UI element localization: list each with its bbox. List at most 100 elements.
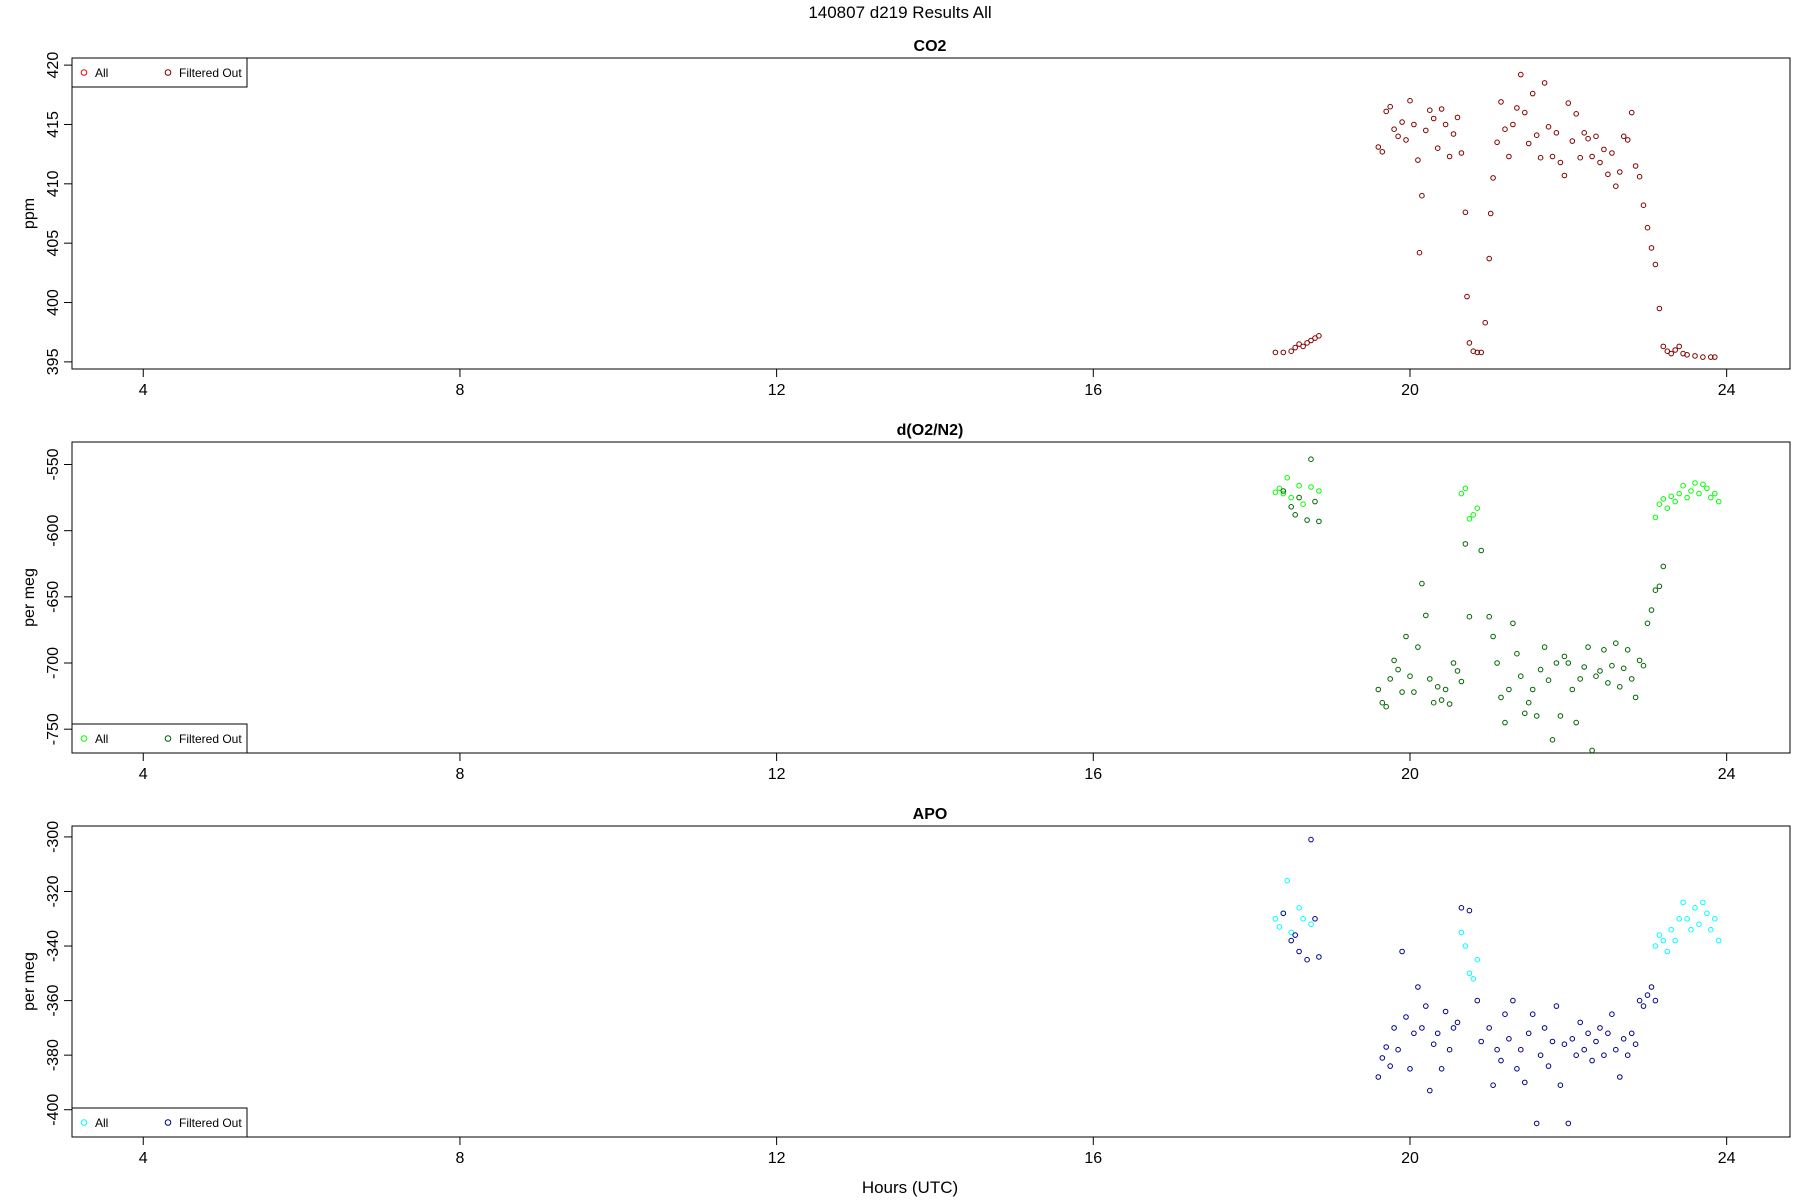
y-tick-label-co2: 400 <box>45 289 62 316</box>
point-filtered-co2 <box>1529 90 1536 97</box>
point-filtered-apo <box>1296 948 1302 955</box>
point-all-do2n2 <box>1284 474 1291 481</box>
point-filtered-do2n2 <box>1308 456 1314 463</box>
point-filtered-co2 <box>1395 133 1401 140</box>
point-filtered-apo <box>1490 1082 1496 1088</box>
point-all-do2n2 <box>1680 482 1686 489</box>
point-filtered-apo <box>1585 1030 1591 1037</box>
legend-do2n2: All Filtered Out <box>71 723 248 754</box>
point-filtered-apo <box>1280 910 1287 917</box>
point-filtered-do2n2 <box>1383 703 1389 710</box>
point-filtered-apo <box>1403 1014 1409 1020</box>
point-filtered-co2 <box>1601 146 1607 153</box>
point-filtered-apo <box>1522 1079 1528 1086</box>
point-filtered-apo <box>1474 997 1481 1004</box>
point-filtered-co2 <box>1490 175 1496 181</box>
point-filtered-co2 <box>1383 108 1389 115</box>
point-filtered-co2 <box>1464 293 1470 300</box>
point-filtered-apo <box>1617 1074 1623 1080</box>
point-all-apo <box>1700 899 1706 906</box>
point-filtered-do2n2 <box>1419 580 1425 587</box>
point-filtered-co2 <box>1474 349 1481 356</box>
point-filtered-co2 <box>1533 132 1540 138</box>
point-filtered-apo <box>1613 1046 1619 1053</box>
x-tick-label-do2n2: 16 <box>1084 766 1102 783</box>
point-filtered-co2 <box>1597 159 1603 166</box>
point-filtered-co2 <box>1676 343 1682 350</box>
point-filtered-co2 <box>1304 340 1310 346</box>
y-tick-label-co2: 420 <box>45 52 62 79</box>
point-filtered-do2n2 <box>1296 494 1302 501</box>
point-filtered-do2n2 <box>1316 518 1322 525</box>
point-filtered-do2n2 <box>1478 547 1484 554</box>
point-filtered-co2 <box>1700 354 1706 360</box>
point-all-do2n2 <box>1276 485 1283 492</box>
point-filtered-do2n2 <box>1553 660 1560 666</box>
x-tick-label-apo: 8 <box>455 1150 464 1167</box>
point-all-apo <box>1660 937 1667 944</box>
point-filtered-co2 <box>1605 171 1611 178</box>
point-filtered-apo <box>1466 907 1473 914</box>
point-all-apo <box>1684 916 1690 922</box>
point-filtered-co2 <box>1288 348 1294 355</box>
panel-do2n2: d(O2/N2) -550 -600 -650 -700 -750 4 8 12 16 20 24… <box>21 422 1791 783</box>
point-filtered-apo <box>1391 1025 1397 1031</box>
point-all-do2n2 <box>1466 516 1473 522</box>
point-all-do2n2 <box>1474 505 1481 512</box>
point-filtered-apo <box>1446 1046 1453 1053</box>
point-filtered-apo <box>1411 1030 1417 1037</box>
point-filtered-do2n2 <box>1498 694 1504 701</box>
points-apo <box>1272 836 1722 1127</box>
point-filtered-apo <box>1609 1011 1615 1018</box>
y-tick-label-co2: 395 <box>45 348 62 375</box>
point-filtered-apo <box>1589 1057 1595 1064</box>
point-all-apo <box>1652 943 1659 949</box>
point-filtered-apo <box>1632 1041 1639 1047</box>
point-filtered-do2n2 <box>1569 686 1576 693</box>
point-filtered-do2n2 <box>1525 699 1532 706</box>
point-filtered-do2n2 <box>1280 488 1287 494</box>
point-all-do2n2 <box>1712 490 1718 497</box>
point-filtered-do2n2 <box>1601 647 1607 653</box>
y-tick-label-do2n2: -650 <box>45 581 62 613</box>
x-tick-label-apo: 20 <box>1401 1150 1419 1167</box>
point-filtered-apo <box>1502 1011 1508 1018</box>
legend-label-all-co2: All <box>95 66 108 80</box>
point-all-do2n2 <box>1652 514 1659 521</box>
point-filtered-apo <box>1577 1019 1583 1026</box>
point-filtered-do2n2 <box>1624 647 1631 653</box>
y-tick-label-co2: 405 <box>45 230 62 257</box>
point-filtered-apo <box>1454 1019 1461 1026</box>
point-filtered-do2n2 <box>1502 719 1508 726</box>
point-filtered-co2 <box>1617 169 1623 175</box>
x-axis-apo: 4 8 12 16 20 24 <box>139 1137 1736 1167</box>
plot-area-apo <box>71 825 1791 1138</box>
x-tick-label-do2n2: 12 <box>768 766 786 783</box>
point-all-do2n2 <box>1668 493 1674 500</box>
point-filtered-co2 <box>1419 192 1425 199</box>
point-filtered-do2n2 <box>1434 684 1441 690</box>
point-filtered-apo <box>1573 1052 1579 1058</box>
legend-label-filtered-do2n2: Filtered Out <box>179 732 242 746</box>
panel-title-co2: CO2 <box>914 38 947 55</box>
y-tick-label-do2n2: -550 <box>45 448 62 480</box>
point-filtered-co2 <box>1434 145 1441 151</box>
point-all-apo <box>1466 970 1473 977</box>
y-tick-label-apo: -340 <box>45 930 62 962</box>
point-filtered-co2 <box>1557 159 1564 166</box>
point-filtered-do2n2 <box>1391 657 1397 664</box>
point-filtered-do2n2 <box>1573 719 1579 726</box>
x-tick-label-do2n2: 8 <box>455 766 464 783</box>
panel-co2: CO2 395 400 405 410 415 420 4 8 12 16 20 24 ppm Al… <box>21 38 1791 399</box>
point-filtered-co2 <box>1442 121 1449 128</box>
point-filtered-co2 <box>1300 343 1306 350</box>
point-filtered-co2 <box>1296 341 1302 347</box>
point-filtered-apo <box>1510 997 1516 1004</box>
point-filtered-do2n2 <box>1442 686 1449 693</box>
point-filtered-apo <box>1518 1046 1524 1053</box>
x-tick-label-co2: 12 <box>768 382 786 399</box>
point-all-do2n2 <box>1308 484 1314 490</box>
plot-area-co2 <box>71 57 1791 370</box>
point-filtered-do2n2 <box>1312 498 1318 505</box>
point-all-do2n2 <box>1692 480 1698 486</box>
